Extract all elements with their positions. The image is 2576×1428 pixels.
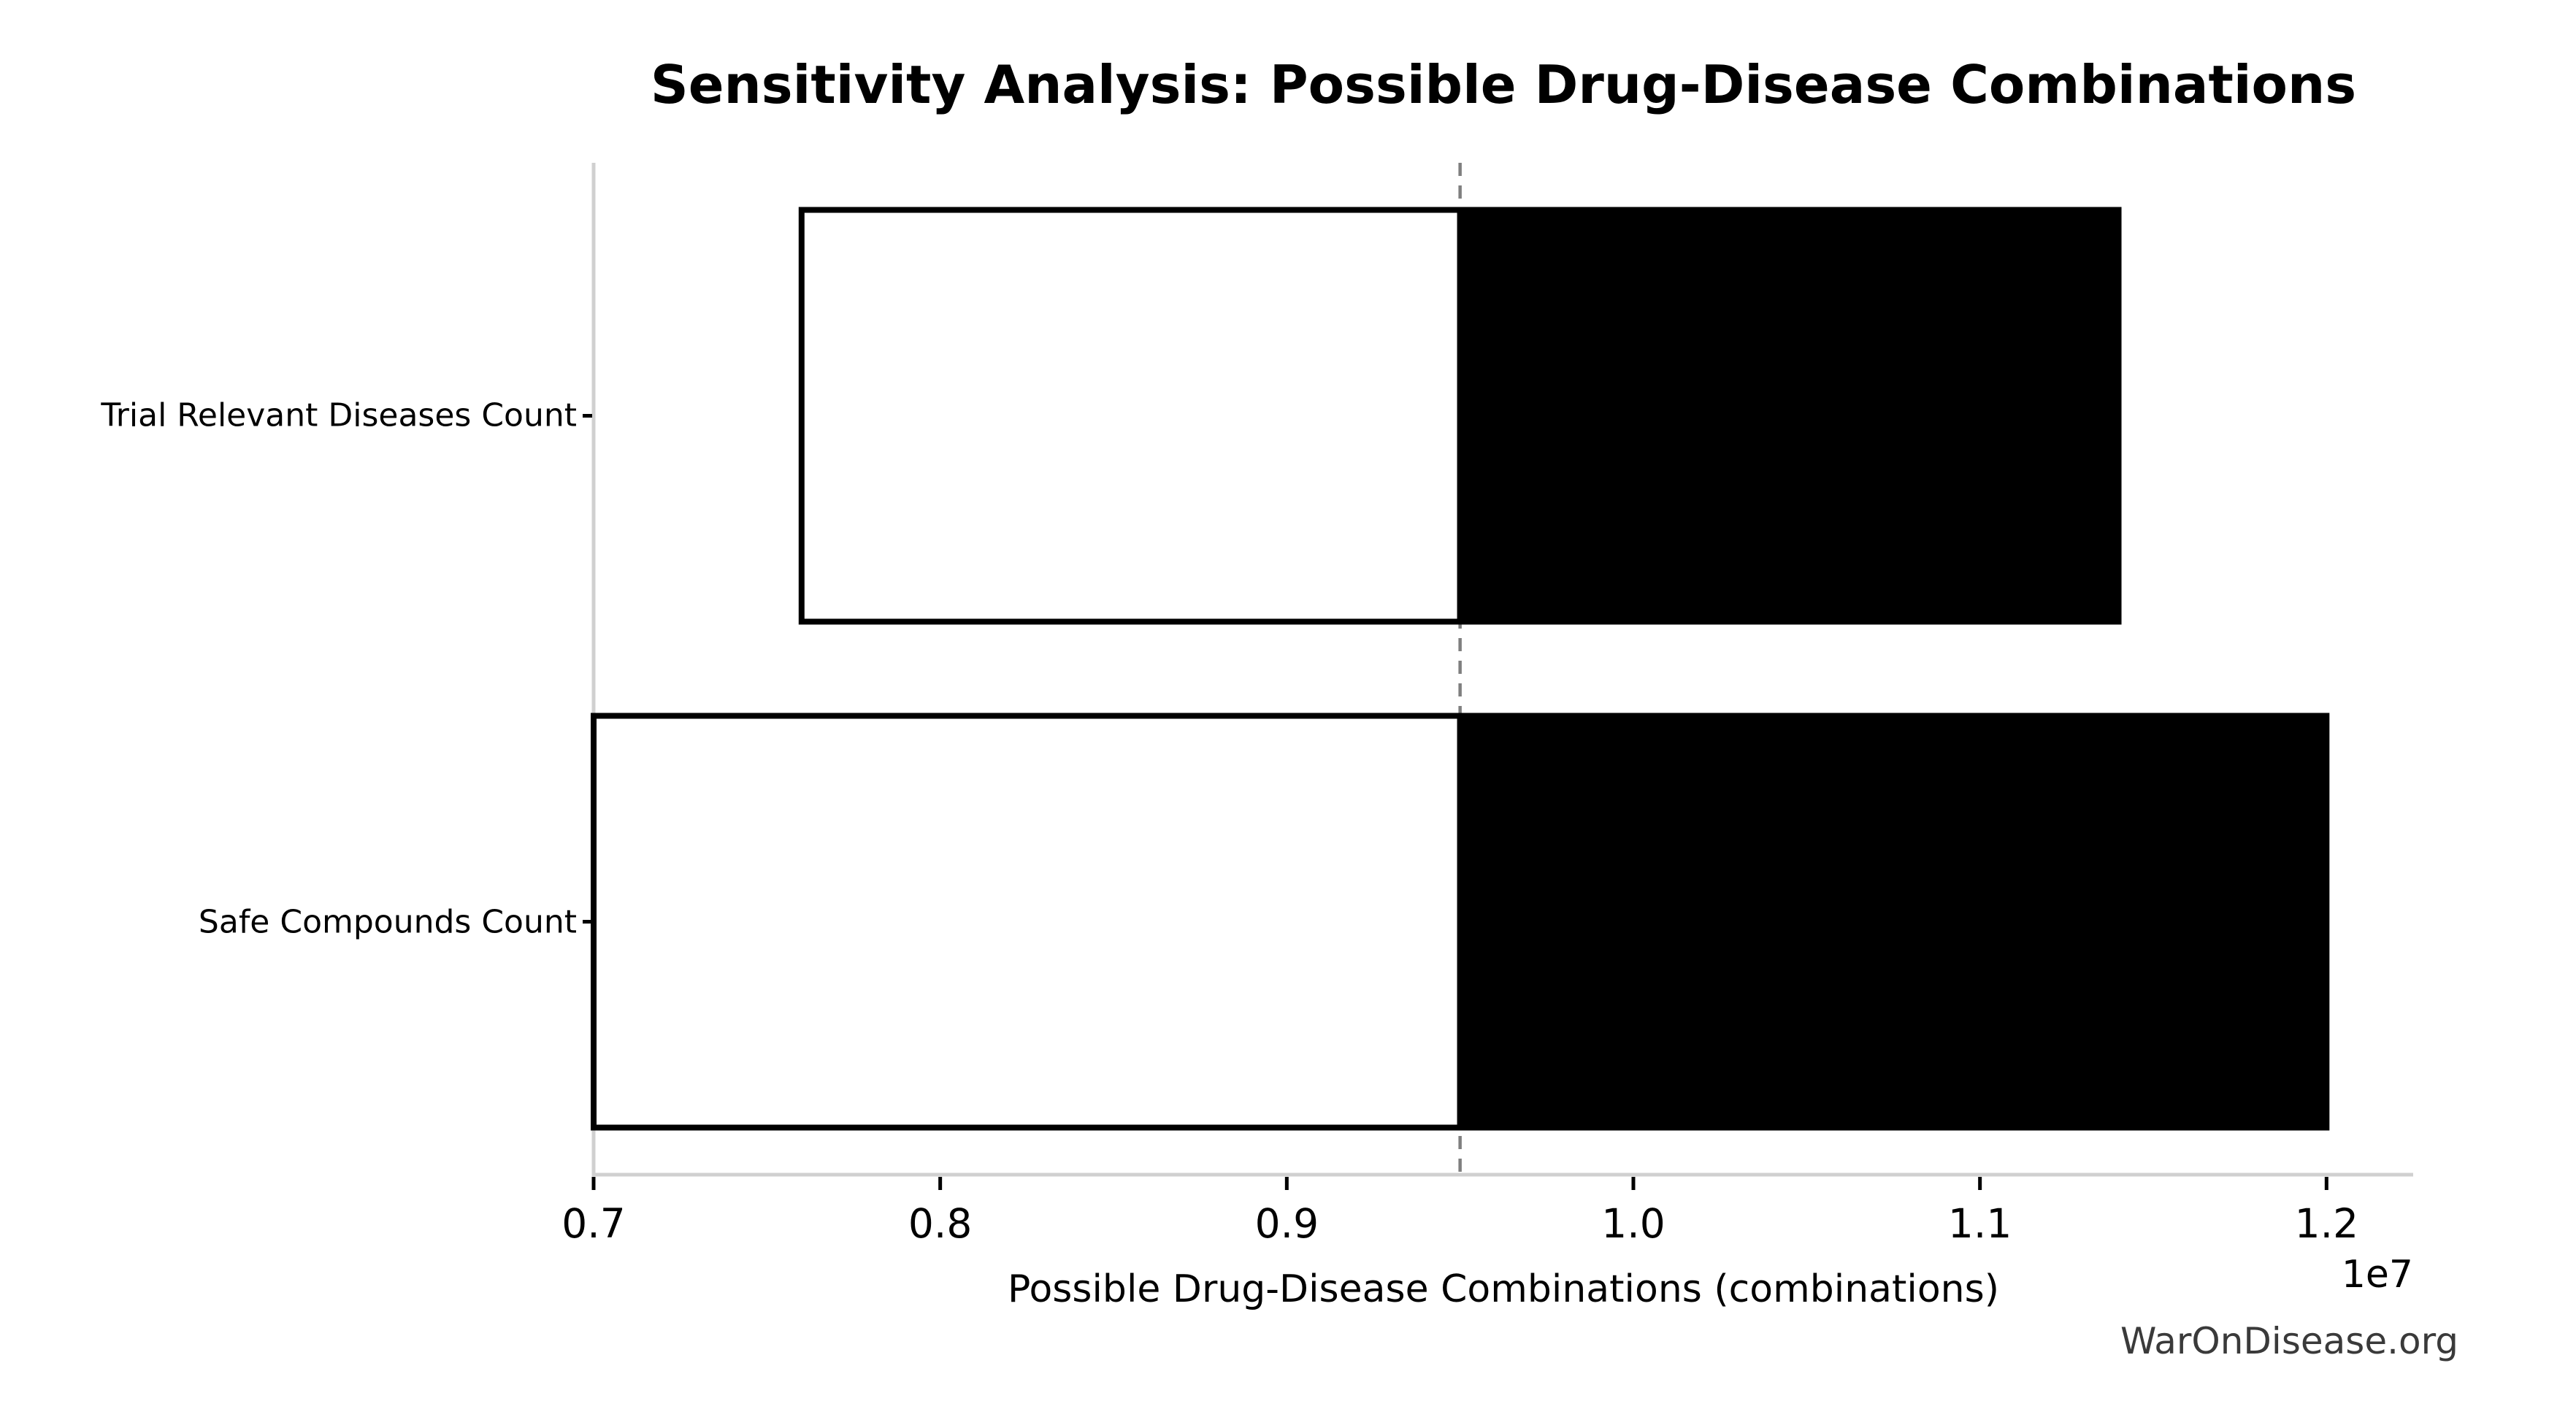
x-tick-label: 1.2 <box>2295 1200 2358 1247</box>
x-axis-offset-label: 1e7 <box>2341 1253 2413 1297</box>
x-tick-label: 0.8 <box>908 1200 972 1247</box>
y-category-label-safe-compounds: Safe Compounds Count <box>198 903 577 941</box>
x-tick-label: 0.7 <box>561 1200 625 1247</box>
y-category-label-trial-relevant-diseases: Trial Relevant Diseases Count <box>101 396 577 434</box>
bar-low-segment <box>591 713 1463 1131</box>
bar-high-segment <box>1457 713 2330 1131</box>
x-tick-label: 0.9 <box>1255 1200 1319 1247</box>
chart-title: Sensitivity Analysis: Possible Drug-Dise… <box>650 54 2357 115</box>
bar-high-segment <box>1457 207 2122 625</box>
x-axis-label: Possible Drug-Disease Combinations (comb… <box>1007 1267 2000 1311</box>
x-tick-label: 1.1 <box>1948 1200 2012 1247</box>
x-tick-label: 1.0 <box>1601 1200 1665 1247</box>
bar-low-segment <box>798 207 1463 625</box>
watermark: WarOnDisease.org <box>2120 1320 2458 1362</box>
